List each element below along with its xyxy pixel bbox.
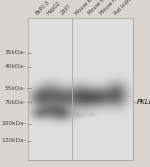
Text: PKLR: PKLR [137, 100, 150, 106]
Text: 40kDa-: 40kDa- [5, 64, 26, 69]
Text: Mouse kidney: Mouse kidney [74, 0, 103, 16]
Bar [28, 18, 72, 160]
Bar [28, 18, 133, 160]
Text: Rat kidney: Rat kidney [113, 0, 136, 16]
Text: 35kDa-: 35kDa- [5, 50, 26, 55]
Text: 70kDa-: 70kDa- [5, 100, 26, 105]
Bar [28, 18, 133, 160]
Text: 130kDa-: 130kDa- [1, 138, 26, 143]
Text: 100kDa-: 100kDa- [1, 121, 26, 126]
Text: 55kDa-: 55kDa- [5, 86, 26, 91]
Text: Mouse liver: Mouse liver [87, 0, 111, 16]
Text: Mouse heart: Mouse heart [99, 0, 125, 16]
Text: HepG2: HepG2 [46, 0, 62, 16]
Text: 293T: 293T [59, 4, 72, 16]
Text: BxPC-3: BxPC-3 [34, 0, 51, 16]
